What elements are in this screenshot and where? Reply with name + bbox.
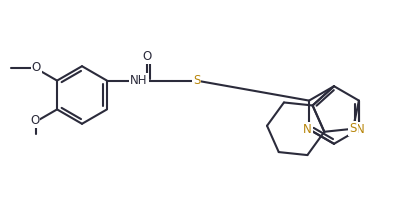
Text: S: S	[349, 122, 357, 135]
Text: O: O	[30, 114, 39, 128]
Text: N: N	[356, 123, 365, 136]
Text: O: O	[32, 61, 41, 74]
Text: NH: NH	[130, 74, 148, 87]
Text: S: S	[193, 74, 200, 87]
Text: N: N	[303, 123, 312, 136]
Text: O: O	[142, 50, 152, 63]
